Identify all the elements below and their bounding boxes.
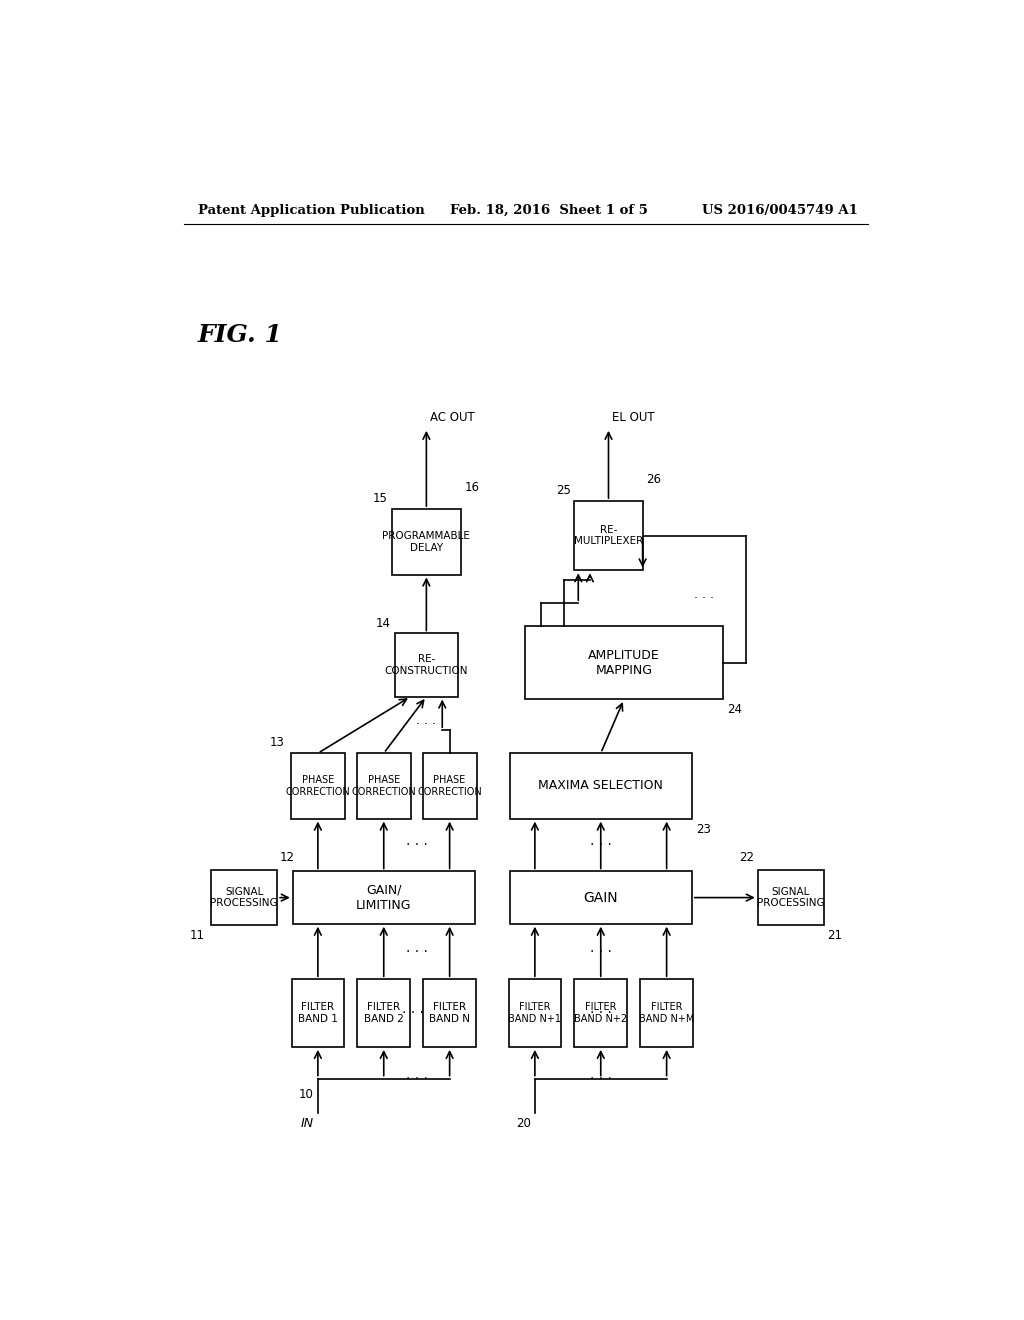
Text: 23: 23 (695, 822, 711, 836)
Text: US 2016/0045749 A1: US 2016/0045749 A1 (701, 205, 857, 218)
Text: 14: 14 (376, 616, 391, 630)
Bar (391, 510, 461, 574)
Text: PHASE
CORRECTION: PHASE CORRECTION (417, 775, 482, 797)
Bar (640, 979, 693, 1047)
Text: Feb. 18, 2016  Sheet 1 of 5: Feb. 18, 2016 Sheet 1 of 5 (450, 205, 647, 218)
Text: 24: 24 (727, 704, 741, 717)
Text: FILTER
BAND N+1: FILTER BAND N+1 (508, 1002, 561, 1024)
Text: · · ·: · · · (590, 945, 611, 958)
Text: 13: 13 (269, 737, 285, 750)
Bar (509, 979, 561, 1047)
Text: MAXIMA SELECTION: MAXIMA SELECTION (539, 779, 664, 792)
Text: PHASE
CORRECTION: PHASE CORRECTION (351, 775, 416, 797)
Text: 21: 21 (827, 929, 843, 942)
Text: EL OUT: EL OUT (612, 411, 655, 424)
Bar (758, 870, 823, 925)
Text: 11: 11 (190, 929, 205, 942)
Text: · · ·: · · · (406, 838, 428, 851)
Bar (574, 979, 627, 1047)
Text: IN: IN (301, 1117, 314, 1130)
Bar (291, 754, 345, 818)
Bar (293, 871, 475, 924)
Text: · · ·: · · · (693, 591, 714, 605)
Text: 12: 12 (280, 850, 295, 863)
Text: · · ·: · · · (406, 1072, 428, 1085)
Text: FIG. 1: FIG. 1 (198, 323, 283, 347)
Text: FILTER
BAND N+M: FILTER BAND N+M (639, 1002, 694, 1024)
Text: 25: 25 (556, 484, 570, 498)
Text: GAIN: GAIN (584, 891, 618, 904)
Bar (423, 979, 476, 1047)
Text: PROGRAMMABLE
DELAY: PROGRAMMABLE DELAY (382, 531, 470, 553)
Text: FILTER
BAND N: FILTER BAND N (429, 1002, 470, 1024)
Text: PHASE
CORRECTION: PHASE CORRECTION (286, 775, 350, 797)
Text: SIGNAL
PROCESSING: SIGNAL PROCESSING (757, 887, 824, 908)
Text: AC OUT: AC OUT (430, 411, 475, 424)
Text: GAIN/
LIMITING: GAIN/ LIMITING (356, 883, 412, 912)
Text: RE-
MULTIPLEXER: RE- MULTIPLEXER (573, 525, 643, 546)
Bar (574, 502, 643, 570)
Text: 26: 26 (646, 473, 662, 486)
Text: AMPLITUDE
MAPPING: AMPLITUDE MAPPING (588, 648, 659, 677)
Bar (292, 979, 344, 1047)
Text: FILTER
BAND 2: FILTER BAND 2 (364, 1002, 403, 1024)
Text: 15: 15 (373, 492, 388, 506)
Text: 20: 20 (516, 1117, 531, 1130)
Text: Patent Application Publication: Patent Application Publication (198, 205, 425, 218)
Bar (525, 626, 723, 700)
Text: · · ·: · · · (590, 838, 611, 851)
Text: FILTER
BAND N+2: FILTER BAND N+2 (574, 1002, 628, 1024)
Text: · · ·: · · · (417, 718, 436, 731)
Bar (423, 754, 477, 818)
Bar (357, 979, 410, 1047)
Bar (211, 870, 278, 925)
Text: · · ·: · · · (401, 1006, 424, 1020)
Text: · · ·: · · · (590, 1006, 611, 1020)
Text: SIGNAL
PROCESSING: SIGNAL PROCESSING (211, 887, 279, 908)
Text: · · ·: · · · (406, 945, 428, 958)
Bar (394, 634, 458, 697)
Bar (510, 871, 692, 924)
Text: 10: 10 (299, 1088, 314, 1101)
Bar (356, 754, 411, 818)
Text: RE-
CONSTRUCTION: RE- CONSTRUCTION (385, 655, 468, 676)
Bar (510, 754, 692, 818)
Text: FILTER
BAND 1: FILTER BAND 1 (298, 1002, 338, 1024)
Text: 22: 22 (738, 850, 754, 863)
Text: 16: 16 (465, 480, 480, 494)
Text: · · ·: · · · (590, 1072, 611, 1085)
